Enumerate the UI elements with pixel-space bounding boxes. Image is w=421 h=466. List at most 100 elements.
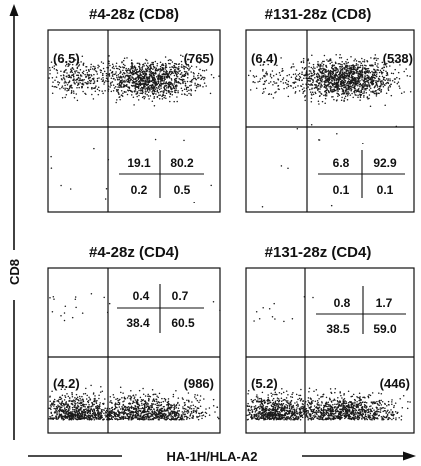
event-dot xyxy=(144,62,146,65)
event-dot xyxy=(398,85,400,87)
event-dot xyxy=(351,403,353,406)
event-dot xyxy=(197,85,199,88)
event-dot xyxy=(143,84,145,87)
event-dot xyxy=(396,82,399,85)
event-dot xyxy=(59,87,61,90)
event-dot xyxy=(141,407,144,409)
event-dot xyxy=(184,65,186,68)
event-dot xyxy=(159,94,161,96)
event-dot xyxy=(175,418,178,421)
event-dot xyxy=(61,394,64,397)
event-dot xyxy=(141,96,144,99)
event-dot xyxy=(136,62,139,65)
event-dot xyxy=(216,406,218,408)
event-dot xyxy=(309,84,311,86)
event-dot xyxy=(366,418,369,421)
event-dot xyxy=(366,84,369,86)
event-dot xyxy=(389,65,391,67)
event-dot xyxy=(151,91,153,93)
event-dot xyxy=(182,55,184,57)
event-dot xyxy=(355,82,357,85)
event-dot xyxy=(74,404,76,406)
event-dot xyxy=(339,68,341,70)
event-dot xyxy=(85,417,87,420)
event-dot xyxy=(188,89,190,91)
event-dot xyxy=(171,88,173,90)
event-dot xyxy=(71,67,74,69)
event-dot xyxy=(60,184,62,187)
event-dot xyxy=(64,89,66,91)
event-dot xyxy=(310,124,313,126)
event-dot xyxy=(151,63,153,65)
event-dot xyxy=(332,96,334,98)
event-dot xyxy=(390,83,392,86)
event-dot xyxy=(166,418,169,420)
event-dot xyxy=(344,83,346,86)
event-dot xyxy=(184,84,187,87)
event-dot xyxy=(64,388,66,391)
event-dot xyxy=(134,415,137,418)
event-dot xyxy=(181,418,183,421)
event-dot xyxy=(53,298,55,300)
event-dot xyxy=(53,403,56,406)
event-dot xyxy=(387,78,390,80)
event-dot xyxy=(282,82,285,84)
event-dot xyxy=(163,415,165,417)
y-axis-arrowhead xyxy=(9,4,19,16)
event-dot xyxy=(163,416,166,418)
event-dot xyxy=(158,418,160,421)
lower-right-value: (986) xyxy=(184,376,214,391)
event-dot xyxy=(123,72,126,75)
event-dot xyxy=(359,83,362,86)
event-dot xyxy=(145,413,148,416)
event-dot xyxy=(94,397,96,400)
event-dot xyxy=(130,413,132,416)
event-dot xyxy=(274,82,276,84)
event-dot xyxy=(333,74,335,77)
event-dot xyxy=(111,408,114,411)
event-dot xyxy=(105,77,108,80)
event-dot xyxy=(364,64,366,66)
event-dot xyxy=(97,413,99,415)
event-dot xyxy=(101,90,103,92)
event-dot xyxy=(105,72,108,75)
event-dot xyxy=(324,95,327,97)
event-dot xyxy=(348,65,351,67)
event-dot xyxy=(108,410,111,413)
x-axis-arrowhead xyxy=(403,451,416,461)
event-dot xyxy=(300,85,302,87)
event-dot xyxy=(322,408,325,410)
event-dot xyxy=(335,54,337,56)
event-dot xyxy=(183,67,185,69)
event-dot xyxy=(173,62,176,65)
event-dot xyxy=(85,408,87,410)
event-dot xyxy=(339,70,341,73)
event-dot xyxy=(344,91,347,93)
event-dot xyxy=(110,400,112,402)
event-dot xyxy=(53,65,56,67)
event-dot xyxy=(129,79,131,82)
event-dot xyxy=(153,417,155,419)
event-dot xyxy=(178,418,181,421)
event-dot xyxy=(153,79,156,82)
event-dot xyxy=(325,89,328,92)
event-dot xyxy=(354,67,356,69)
event-dot xyxy=(182,413,184,415)
event-dot xyxy=(337,87,339,90)
event-dot xyxy=(110,77,113,79)
event-dot xyxy=(210,73,213,76)
event-dot xyxy=(147,413,149,416)
event-dot xyxy=(340,63,342,66)
event-dot xyxy=(145,418,148,420)
event-dot xyxy=(324,93,327,95)
event-dot xyxy=(301,88,304,91)
event-dot xyxy=(172,395,175,398)
event-dot xyxy=(154,90,156,93)
event-dot xyxy=(193,75,195,77)
event-dot xyxy=(357,83,359,85)
event-dot xyxy=(143,97,146,100)
event-dot xyxy=(72,414,74,416)
event-dot xyxy=(344,89,347,91)
event-dot xyxy=(337,95,339,98)
event-dot xyxy=(166,82,169,85)
